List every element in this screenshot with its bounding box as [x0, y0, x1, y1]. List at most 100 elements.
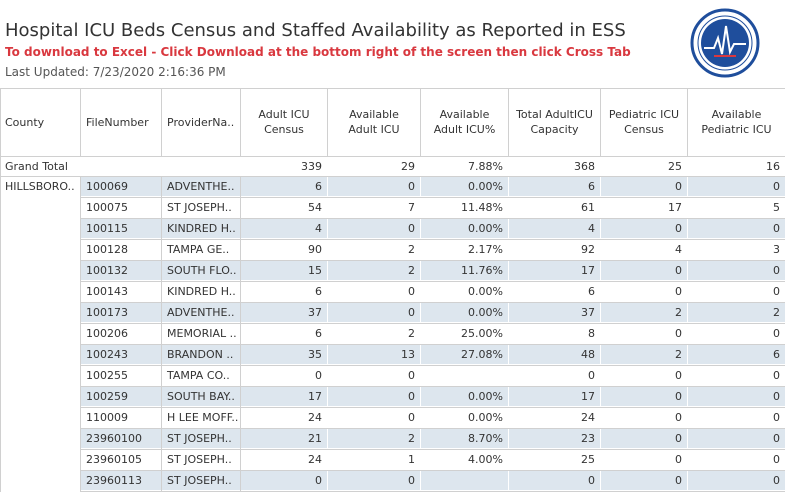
adult-icu-census-cell[interactable]: 4 [241, 219, 327, 238]
adult-icu-census-cell[interactable]: 0 [315, 369, 322, 382]
filenumber-cell[interactable]: 100132 [81, 261, 161, 280]
provider-cell[interactable]: SOUTH BAY.. [162, 387, 240, 406]
county-cell[interactable]: HILLSBORO.. [5, 180, 75, 193]
adult-icu-census-cell[interactable]: 6 [315, 285, 322, 298]
available-adult-icu-pct-cell[interactable]: 0.00% [421, 177, 508, 196]
available-adult-icu-cell[interactable]: 0 [328, 303, 420, 322]
available-pediatric-icu-cell[interactable]: 0 [688, 471, 785, 490]
total-capacity-cell[interactable]: 37 [509, 303, 600, 322]
pediatric-icu-census-cell[interactable]: 4 [675, 243, 682, 256]
pediatric-icu-census-cell[interactable]: 0 [601, 219, 687, 238]
pediatric-icu-census-cell[interactable]: 0 [601, 261, 687, 280]
available-adult-icu-cell[interactable]: 2 [328, 261, 420, 280]
available-adult-icu-pct-cell[interactable]: 0.00% [421, 219, 508, 238]
adult-icu-census-cell[interactable]: 21 [241, 429, 327, 448]
pediatric-icu-census-cell[interactable]: 0 [675, 453, 682, 466]
column-header-available-adult-icu-pct[interactable]: Available Adult ICU% [421, 88, 508, 156]
adult-icu-census-cell[interactable]: 54 [308, 201, 322, 214]
adult-icu-census-cell[interactable]: 24 [308, 411, 322, 424]
pediatric-icu-census-cell[interactable]: 0 [675, 327, 682, 340]
column-header-total-adult-icu-capacity[interactable]: Total AdultICU Capacity [509, 88, 600, 156]
filenumber-cell[interactable]: 23960113 [81, 471, 161, 490]
column-header-provider[interactable]: ProviderNa.. [167, 115, 235, 129]
grand-total-available-adult-icu[interactable]: 29 [401, 160, 415, 173]
grand-total-pediatric-icu-census[interactable]: 25 [668, 160, 682, 173]
total-capacity-cell[interactable]: 6 [509, 177, 600, 196]
available-adult-icu-cell[interactable]: 0 [328, 387, 420, 406]
available-adult-icu-pct-cell[interactable]: 11.48% [461, 201, 503, 214]
pediatric-icu-census-cell[interactable]: 0 [675, 369, 682, 382]
filenumber-cell[interactable]: 100243 [81, 345, 161, 364]
available-adult-icu-pct-cell[interactable]: 8.70% [421, 429, 508, 448]
adult-icu-census-cell[interactable]: 35 [241, 345, 327, 364]
provider-cell[interactable]: TAMPA CO.. [167, 369, 230, 382]
available-adult-icu-pct-cell[interactable] [421, 366, 508, 385]
filenumber-cell[interactable]: 100206 [86, 327, 128, 340]
available-adult-icu-cell[interactable]: 0 [408, 285, 415, 298]
filenumber-cell[interactable]: 100173 [81, 303, 161, 322]
filenumber-cell[interactable]: 23960100 [81, 429, 161, 448]
provider-cell[interactable]: ADVENTHE.. [162, 303, 240, 322]
total-capacity-cell[interactable]: 92 [581, 243, 595, 256]
available-adult-icu-pct-cell[interactable]: 2.17% [468, 243, 503, 256]
available-adult-icu-pct-cell[interactable]: 0.00% [468, 411, 503, 424]
adult-icu-census-cell[interactable]: 37 [241, 303, 327, 322]
grand-total-available-adult-icu-pct[interactable]: 7.88% [468, 160, 503, 173]
provider-cell[interactable]: KINDRED H.. [162, 219, 240, 238]
available-pediatric-icu-cell[interactable]: 0 [773, 453, 780, 466]
adult-icu-census-cell[interactable]: 24 [308, 453, 322, 466]
column-header-pediatric-icu-census[interactable]: Pediatric ICU Census [601, 88, 687, 156]
available-pediatric-icu-cell[interactable]: 3 [773, 243, 780, 256]
provider-cell[interactable]: MEMORIAL .. [167, 327, 237, 340]
provider-cell[interactable]: ST JOSEPH.. [167, 201, 232, 214]
filenumber-cell[interactable]: 100255 [86, 369, 128, 382]
pediatric-icu-census-cell[interactable]: 17 [668, 201, 682, 214]
total-capacity-cell[interactable]: 48 [509, 345, 600, 364]
provider-cell[interactable]: TAMPA GE.. [167, 243, 230, 256]
pediatric-icu-census-cell[interactable]: 2 [601, 303, 687, 322]
grand-total-capacity[interactable]: 368 [574, 160, 595, 173]
available-adult-icu-pct-cell[interactable]: 27.08% [421, 345, 508, 364]
column-header-filenumber[interactable]: FileNumber [86, 115, 149, 129]
available-adult-icu-cell[interactable]: 2 [408, 243, 415, 256]
total-capacity-cell[interactable]: 17 [509, 387, 600, 406]
filenumber-cell[interactable]: 100259 [81, 387, 161, 406]
available-pediatric-icu-cell[interactable]: 0 [688, 261, 785, 280]
pediatric-icu-census-cell[interactable]: 0 [601, 471, 687, 490]
available-pediatric-icu-cell[interactable]: 0 [688, 219, 785, 238]
available-adult-icu-pct-cell[interactable]: 0.00% [421, 303, 508, 322]
grand-total-adult-icu-census[interactable]: 339 [301, 160, 322, 173]
available-adult-icu-cell[interactable]: 0 [408, 411, 415, 424]
available-adult-icu-cell[interactable]: 0 [408, 369, 415, 382]
filenumber-cell[interactable]: 23960105 [86, 453, 142, 466]
provider-cell[interactable]: SOUTH FLO.. [162, 261, 240, 280]
provider-cell[interactable]: KINDRED H.. [167, 285, 236, 298]
pediatric-icu-census-cell[interactable]: 2 [601, 345, 687, 364]
pediatric-icu-census-cell[interactable]: 0 [601, 429, 687, 448]
column-header-available-adult-icu[interactable]: Available Adult ICU [328, 88, 420, 156]
available-pediatric-icu-cell[interactable]: 0 [773, 327, 780, 340]
available-pediatric-icu-cell[interactable]: 0 [688, 429, 785, 448]
filenumber-cell[interactable]: 100128 [86, 243, 128, 256]
grand-total-available-pediatric-icu[interactable]: 16 [766, 160, 780, 173]
adult-icu-census-cell[interactable]: 6 [241, 177, 327, 196]
available-pediatric-icu-cell[interactable]: 0 [773, 285, 780, 298]
provider-cell[interactable]: ADVENTHE.. [162, 177, 240, 196]
available-adult-icu-pct-cell[interactable]: 4.00% [468, 453, 503, 466]
available-adult-icu-cell[interactable]: 2 [328, 429, 420, 448]
available-adult-icu-cell[interactable]: 13 [328, 345, 420, 364]
provider-cell[interactable]: H LEE MOFF.. [167, 411, 239, 424]
available-pediatric-icu-cell[interactable]: 6 [688, 345, 785, 364]
available-adult-icu-pct-cell[interactable]: 0.00% [421, 387, 508, 406]
pediatric-icu-census-cell[interactable]: 0 [601, 387, 687, 406]
total-capacity-cell[interactable]: 23 [509, 429, 600, 448]
pediatric-icu-census-cell[interactable]: 0 [675, 285, 682, 298]
filenumber-cell[interactable]: 100075 [86, 201, 128, 214]
available-adult-icu-pct-cell[interactable]: 0.00% [468, 285, 503, 298]
available-adult-icu-cell[interactable]: 2 [408, 327, 415, 340]
filenumber-cell[interactable]: 100143 [86, 285, 128, 298]
provider-cell[interactable]: ST JOSEPH.. [162, 429, 240, 448]
adult-icu-census-cell[interactable]: 17 [241, 387, 327, 406]
total-capacity-cell[interactable]: 61 [581, 201, 595, 214]
available-adult-icu-pct-cell[interactable]: 25.00% [461, 327, 503, 340]
